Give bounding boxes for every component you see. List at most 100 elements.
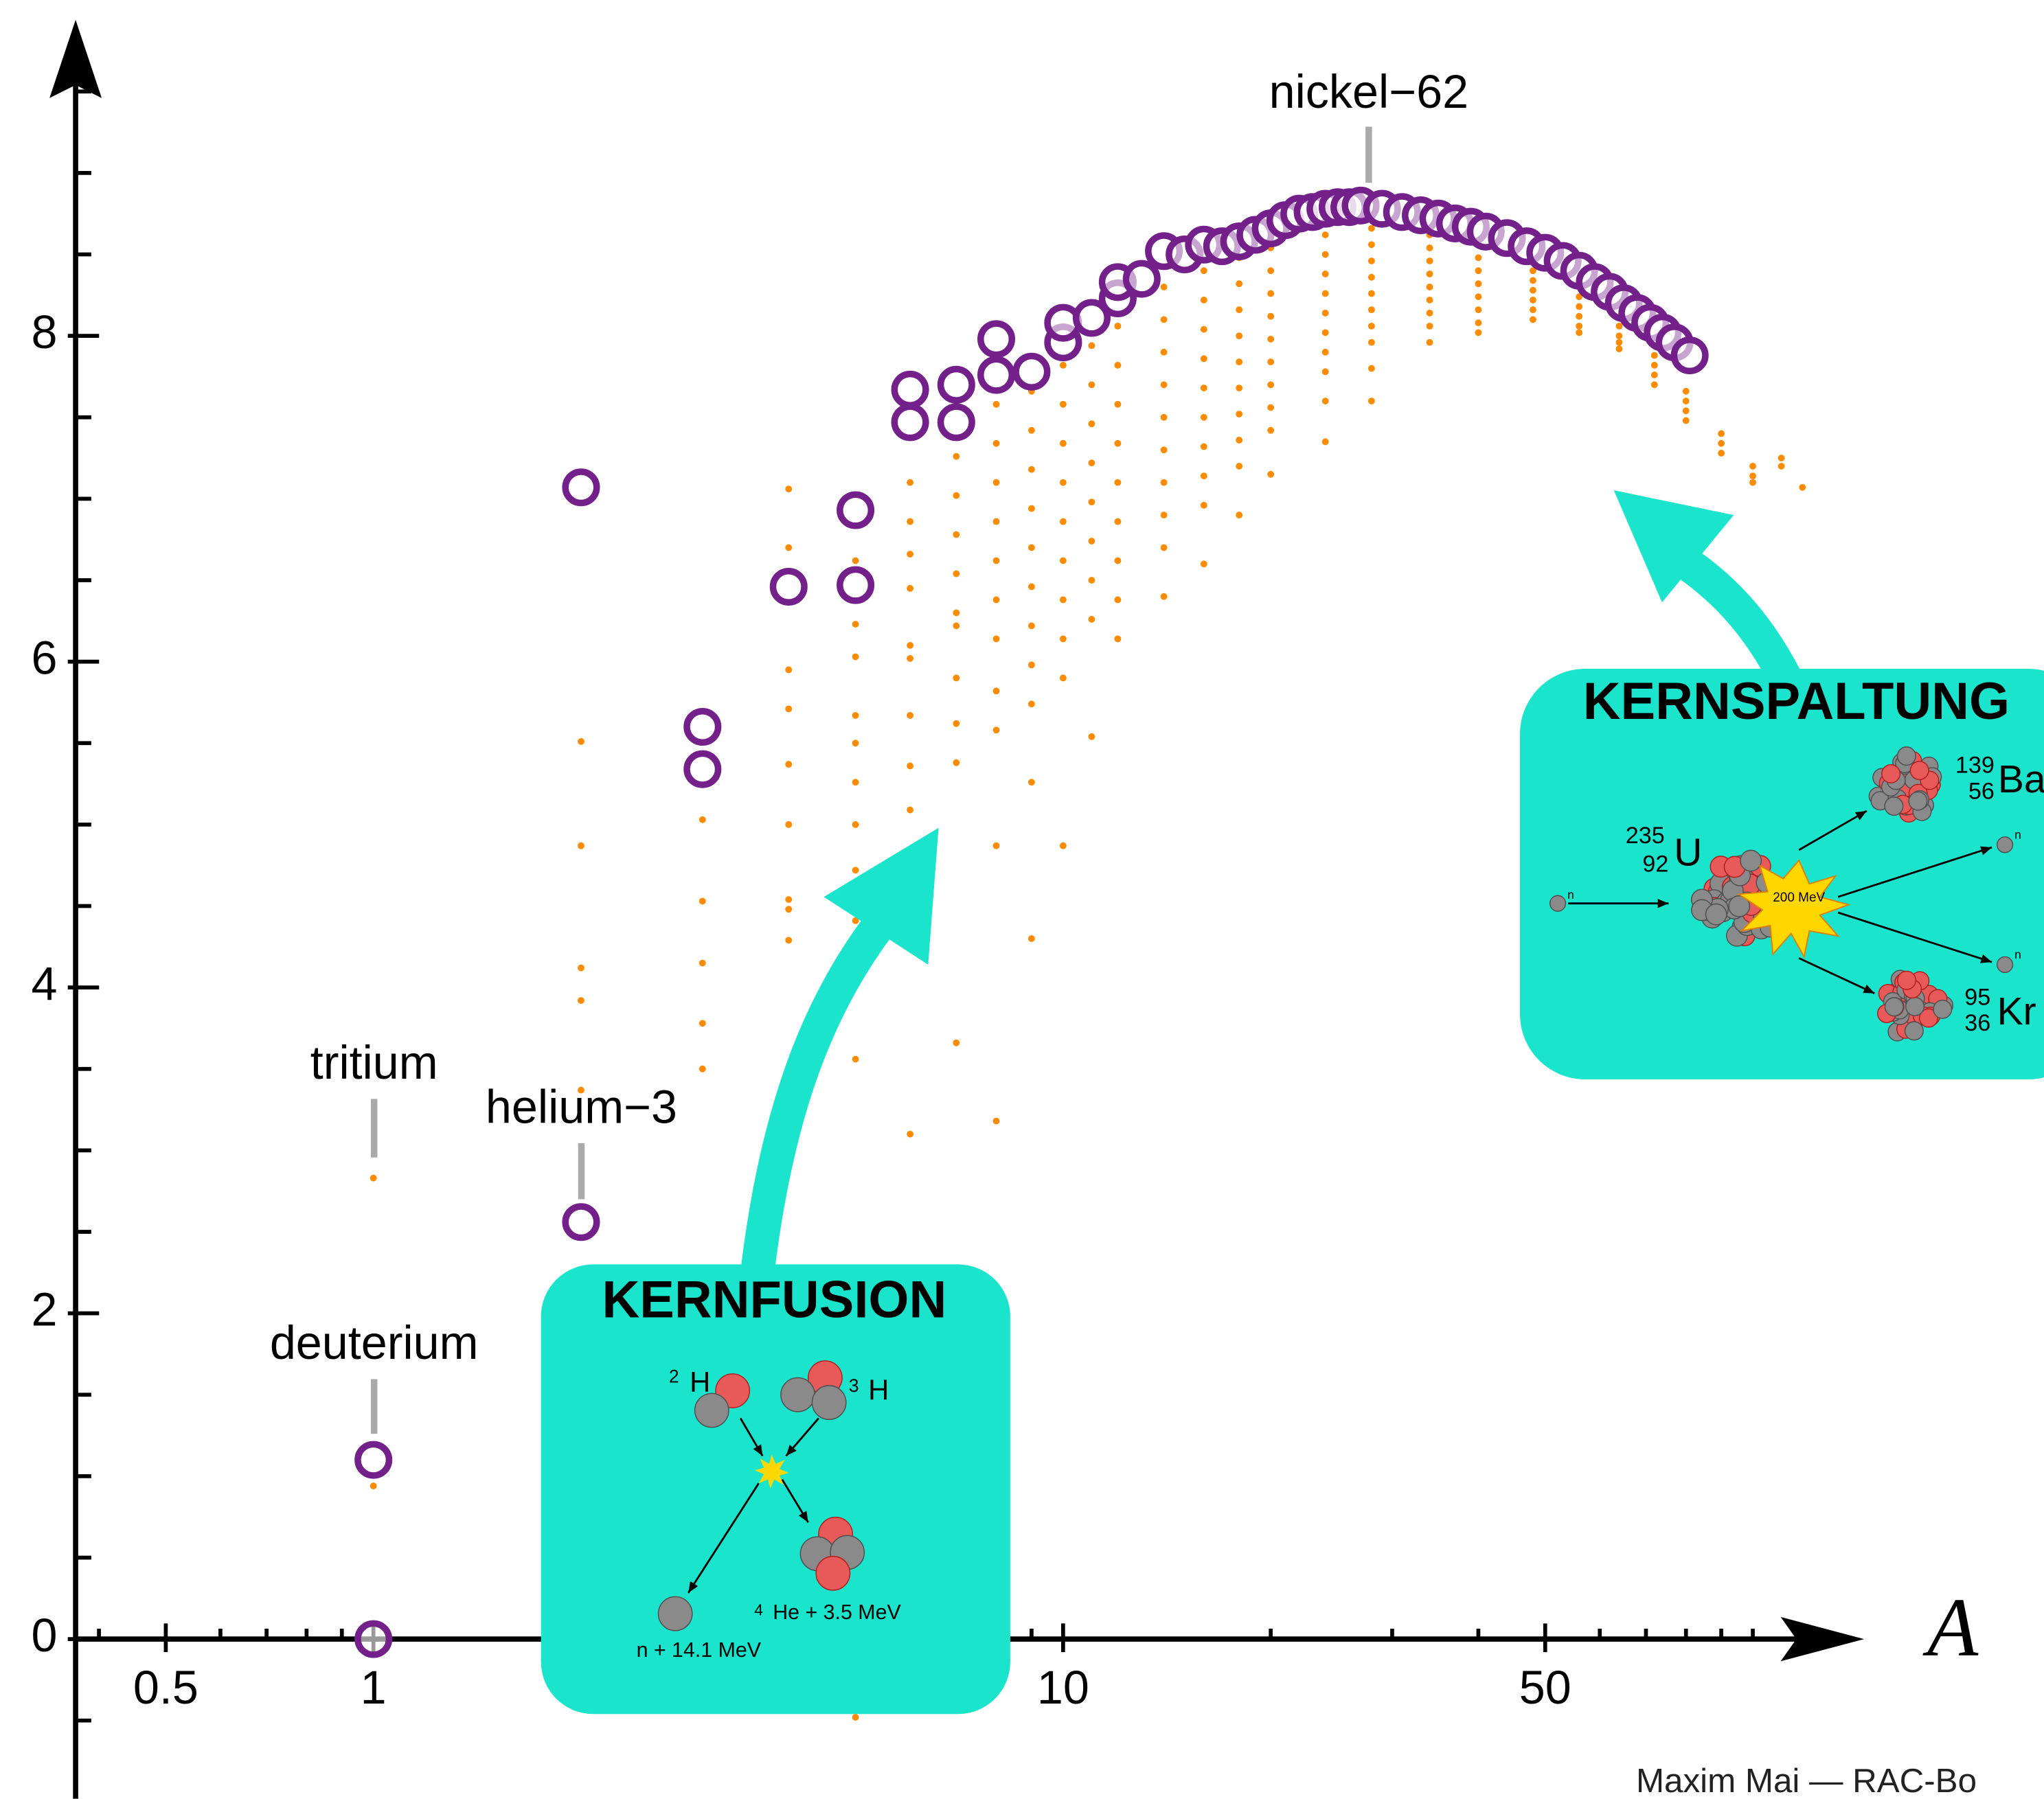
- isotope-dot: [1530, 277, 1536, 284]
- isotope-dot: [1267, 404, 1274, 411]
- annotation: tritium: [310, 1037, 438, 1089]
- isotope-dot: [1322, 271, 1329, 277]
- inset-label: 235: [1626, 823, 1665, 849]
- annotation: deuterium: [270, 1317, 479, 1369]
- isotope-dot: [1088, 499, 1095, 505]
- x-axis-label: A: [1922, 1582, 1979, 1674]
- inset-label: H: [690, 1366, 710, 1398]
- isotope-dot: [1530, 287, 1536, 294]
- stable-isotope: [894, 374, 926, 406]
- inset-label: He + 3.5 MeV: [773, 1601, 901, 1624]
- nucleon: [1906, 998, 1924, 1016]
- nucleon: [1909, 792, 1927, 810]
- isotope-dot: [1028, 427, 1035, 434]
- isotope-dot: [1060, 843, 1067, 849]
- isotope-dot: [1088, 538, 1095, 545]
- isotope-dot: [1114, 440, 1121, 447]
- isotope-dot: [1236, 437, 1242, 444]
- nucleon: [1997, 957, 2013, 973]
- isotope-dot: [993, 687, 1000, 694]
- stable-isotope: [840, 569, 872, 601]
- isotope-dot: [1267, 381, 1274, 388]
- isotope-dot: [907, 712, 913, 719]
- isotope-dot: [1749, 463, 1756, 470]
- isotope-dot: [1114, 558, 1121, 564]
- isotope-dot: [785, 906, 792, 913]
- isotope-dot: [1475, 306, 1482, 313]
- isotope-dot: [699, 816, 706, 823]
- nucleon: [1882, 765, 1900, 783]
- inset-label: 56: [1968, 778, 1995, 804]
- stable-isotope: [894, 406, 926, 438]
- y-tick-label: 0: [32, 1609, 58, 1662]
- isotope-dot: [1368, 365, 1375, 372]
- stable-isotope: [565, 1206, 597, 1238]
- nucleon: [695, 1393, 729, 1427]
- isotope-dot: [1088, 616, 1095, 623]
- y-tick-label: 8: [32, 306, 58, 358]
- isotope-dot: [993, 401, 1000, 408]
- isotope-dot: [1322, 329, 1329, 336]
- inset-label: 92: [1642, 851, 1668, 878]
- isotope-dot: [1651, 381, 1658, 388]
- isotope-dot: [1060, 479, 1067, 486]
- isotope-dot: [370, 1482, 377, 1489]
- isotope-dot: [1161, 545, 1168, 551]
- isotope-dot: [953, 720, 959, 727]
- stable-isotope: [565, 472, 597, 503]
- isotope-dot: [907, 518, 913, 525]
- isotope-dot: [953, 571, 959, 577]
- nucleon: [816, 1557, 850, 1590]
- isotope-dot: [1368, 339, 1375, 346]
- inset-label: 3: [849, 1375, 859, 1396]
- isotope-dot: [1028, 466, 1035, 473]
- isotope-dot: [1028, 779, 1035, 786]
- isotope-dot: [1651, 352, 1658, 359]
- isotope-dot: [852, 558, 859, 564]
- isotope-dot: [785, 705, 792, 712]
- page: A024680.511050nickel−62tritiumhelium−3de…: [0, 0, 2044, 1799]
- fusion-box: [541, 1264, 1010, 1714]
- isotope-dot: [1368, 398, 1375, 404]
- stable-isotope: [1674, 340, 1705, 371]
- isotope-dot: [1368, 323, 1375, 330]
- isotope-dot: [1530, 306, 1536, 313]
- isotope-dot: [1322, 349, 1329, 356]
- isotope-dot: [852, 621, 859, 628]
- isotope-dot: [1028, 935, 1035, 942]
- inset-title: KERNFUSION: [602, 1270, 946, 1329]
- isotope-dot: [699, 1020, 706, 1027]
- stable-isotope: [981, 359, 1012, 391]
- isotope-dot: [1060, 401, 1067, 408]
- isotope-dot: [1236, 463, 1242, 470]
- inset-label: H: [868, 1373, 889, 1406]
- isotope-dot: [1615, 323, 1622, 330]
- isotope-dot: [1088, 420, 1095, 427]
- isotope-dot: [1267, 427, 1274, 434]
- stable-isotope: [687, 753, 718, 785]
- isotope-dot: [1201, 385, 1207, 391]
- isotope-dot: [1576, 323, 1582, 330]
- inset-label: 139: [1955, 752, 1995, 778]
- isotope-dot: [1201, 502, 1207, 509]
- isotope-dot: [1060, 362, 1067, 369]
- isotope-dot: [1267, 336, 1274, 343]
- isotope-dot: [1368, 290, 1375, 297]
- isotope-dot: [1718, 440, 1725, 447]
- isotope-dot: [1368, 257, 1375, 264]
- isotope-dot: [1475, 254, 1482, 261]
- nucleon: [1740, 850, 1761, 871]
- nucleon: [812, 1386, 845, 1419]
- isotope-dot: [1236, 358, 1242, 365]
- isotope-dot: [1267, 290, 1274, 297]
- stable-isotope: [840, 494, 872, 526]
- isotope-dot: [1114, 635, 1121, 642]
- isotope-dot: [1322, 398, 1329, 404]
- isotope-dot: [1267, 358, 1274, 365]
- isotope-dot: [370, 1175, 377, 1182]
- isotope-dot: [1060, 597, 1067, 604]
- stable-isotope: [773, 571, 804, 603]
- isotope-dot: [1683, 417, 1690, 424]
- isotope-dot: [1427, 257, 1433, 264]
- isotope-dot: [993, 726, 1000, 733]
